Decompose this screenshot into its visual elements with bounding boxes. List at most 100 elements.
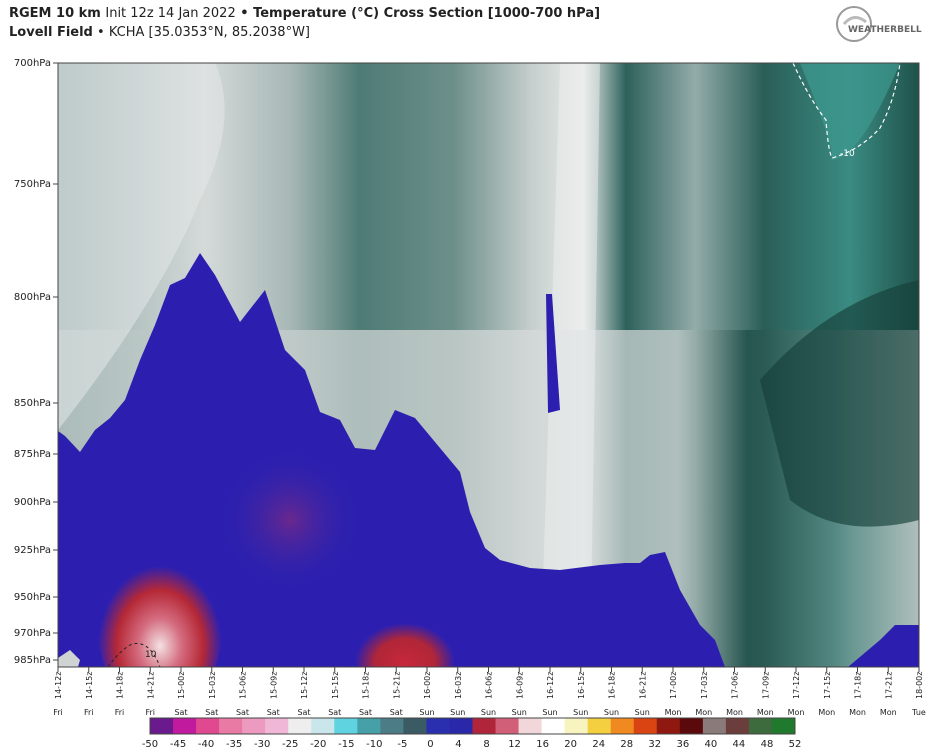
- colorbar-swatch: [564, 718, 589, 734]
- x-day-label: Fri: [145, 708, 155, 717]
- colorbar-tick-label: 24: [592, 739, 605, 750]
- x-tick-label: 15-18z: [362, 672, 371, 699]
- colorbar-swatch: [472, 718, 497, 734]
- colorbar-tick-label: 40: [705, 739, 718, 750]
- colorbar-tick-label: -20: [310, 739, 326, 750]
- x-day-label: Sat: [359, 708, 372, 717]
- colorbar-tick-label: -25: [282, 739, 298, 750]
- colorbar-swatch: [748, 718, 773, 734]
- colorbar-tick-label: -35: [226, 739, 242, 750]
- colorbar-swatch: [311, 718, 335, 734]
- x-tick-label: 16-21z: [638, 672, 647, 699]
- x-tick-label: 14-21z: [146, 672, 155, 699]
- model-name: RGEM 10 km: [9, 6, 101, 21]
- y-axis: 700hPa 750hPa 800hPa 850hPa 875hPa 900hPa 925h…: [14, 58, 58, 666]
- bullet-separator: •: [240, 6, 249, 21]
- colorbar-frame: [149, 717, 796, 735]
- x-axis: 14-12z Fri 14-15z Fri 14-18z Fri 14-21z Fri 15-0…: [53, 667, 926, 717]
- surface-patch: [58, 650, 80, 667]
- cold-pool-lower: [760, 280, 919, 527]
- x-day-label: Mon: [818, 708, 835, 717]
- colorbar-swatch: [633, 718, 658, 734]
- colorbar-tick-label: 36: [676, 739, 689, 750]
- x-day-label: Mon: [726, 708, 743, 717]
- colorbar-tick-label: 8: [483, 739, 489, 750]
- x-tick-label: 16-12z: [546, 672, 555, 699]
- x-tick-label: 15-15z: [331, 672, 340, 699]
- colorbar-tick-label: 0: [427, 739, 433, 750]
- contour-label-minus10: -10: [840, 149, 855, 159]
- contour-minus10: [792, 63, 901, 159]
- x-tick-label: 14-15z: [85, 672, 94, 699]
- y-tick-label: 700hPa: [14, 58, 51, 69]
- x-tick-label: 15-03z: [208, 672, 217, 699]
- x-day-label: Tue: [911, 708, 926, 717]
- x-day-label: Fri: [115, 708, 125, 717]
- x-tick-label: 16-09z: [515, 672, 524, 699]
- colorbar-swatch: [196, 718, 220, 734]
- colorbar-swatch: [357, 718, 381, 734]
- x-tick-label: 15-09z: [269, 672, 278, 699]
- warm-core-2: [355, 615, 455, 667]
- x-day-label: Mon: [880, 708, 897, 717]
- colorbar-swatch: [702, 718, 727, 734]
- colorbar-swatch: [771, 718, 796, 734]
- x-tick-label: 17-21z: [884, 672, 893, 699]
- colorbar-swatch: [449, 718, 473, 734]
- x-day-label: Sat: [205, 708, 218, 717]
- chart-title: RGEM 10 km Init 12z 14 Jan 2022 • Temper…: [9, 6, 600, 21]
- x-tick-label: 16-03z: [454, 672, 463, 699]
- colorbar-tick-label: -50: [142, 739, 158, 750]
- colorbar-tick-label: 12: [508, 739, 521, 750]
- x-tick-label: 17-12z: [792, 672, 801, 699]
- colorbar-swatch: [150, 718, 174, 734]
- weatherbell-logo: WEATHERBELL: [836, 6, 922, 42]
- colorbar-swatch: [219, 718, 243, 734]
- colorbar-tick-label: -45: [170, 739, 186, 750]
- bullet-separator-2: •: [97, 25, 105, 40]
- x-tick-label: 15-00z: [177, 672, 186, 699]
- x-tick-label: 18-00z: [915, 672, 924, 699]
- init-time: Init 12z 14 Jan 2022: [105, 6, 236, 21]
- x-tick-label: 15-12z: [300, 672, 309, 699]
- colorbar: -50 -45 -40 -35 -30 -25 -20 -15 -10 -5 0 4 8 12 16 20 24…: [142, 717, 801, 750]
- x-day-label: Sat: [328, 708, 341, 717]
- x-tick-label: 17-06z: [731, 672, 740, 699]
- freezing-layer-late: [848, 625, 919, 667]
- x-day-label: Mon: [757, 708, 774, 717]
- colorbar-tick-label: -15: [338, 739, 354, 750]
- colorbar-swatch: [725, 718, 750, 734]
- y-tick-label: 925hPa: [14, 545, 51, 556]
- x-day-label: Sat: [236, 708, 249, 717]
- colorbar-tick-label: 32: [648, 739, 661, 750]
- colorbar-tick-label: 20: [564, 739, 577, 750]
- colorbar-swatch: [587, 718, 612, 734]
- x-tick-label: 16-00z: [423, 672, 432, 699]
- y-tick-label: 750hPa: [14, 179, 51, 190]
- x-tick-label: 15-06z: [239, 672, 248, 699]
- colorbar-swatch: [403, 718, 427, 734]
- x-day-label: Sun: [512, 708, 527, 717]
- x-day-label: Mon: [695, 708, 712, 717]
- chart-title-text: Temperature (°C) Cross Section [1000-700…: [253, 6, 601, 21]
- x-day-label: Fri: [84, 708, 94, 717]
- chart-subtitle: Lovell Field • KCHA [35.0353°N, 85.2038°…: [9, 25, 310, 40]
- colorbar-swatch: [265, 718, 289, 734]
- colorbar-tick-label: 4: [455, 739, 461, 750]
- station-info: KCHA [35.0353°N, 85.2038°W]: [108, 25, 311, 40]
- colorbar-tick-label: -40: [198, 739, 214, 750]
- y-tick-label: 875hPa: [14, 449, 51, 460]
- x-day-label: Sun: [419, 708, 434, 717]
- warm-haze: [220, 450, 360, 590]
- x-day-label: Sun: [604, 708, 619, 717]
- x-day-label: Fri: [53, 708, 63, 717]
- freezing-pocket: [546, 294, 560, 413]
- x-tick-label: 17-00z: [669, 672, 678, 699]
- y-tick-label: 800hPa: [14, 292, 51, 303]
- x-tick-label: 16-18z: [608, 672, 617, 699]
- x-tick-label: 16-06z: [485, 672, 494, 699]
- colorbar-swatch: [288, 718, 312, 734]
- colorbar-swatch: [679, 718, 704, 734]
- colorbar-tick-label: -10: [366, 739, 382, 750]
- x-tick-label: 15-21z: [392, 672, 401, 699]
